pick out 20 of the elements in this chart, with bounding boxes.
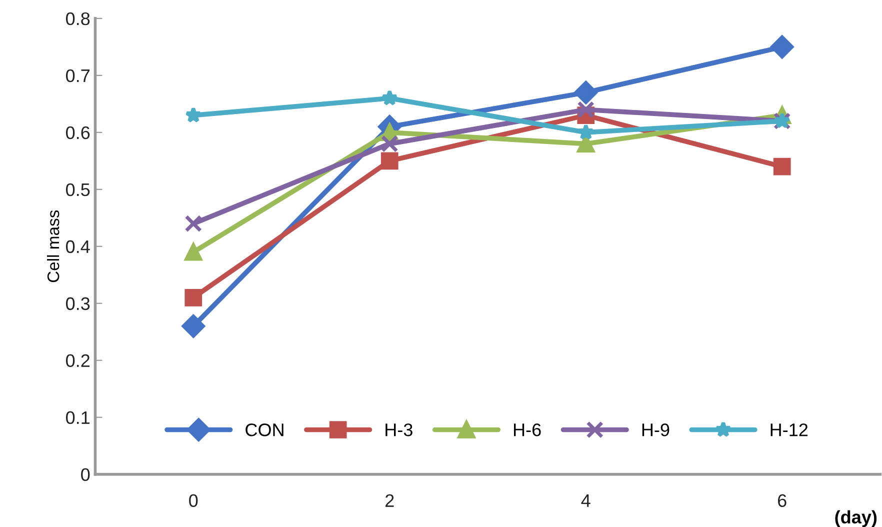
y-tick-label: 0.1	[66, 411, 90, 424]
y-tick-label: 0.4	[66, 240, 90, 254]
y-tick-label: 0.6	[66, 126, 90, 140]
x-tick-label: 4	[581, 494, 590, 507]
legend-label: H-12	[770, 423, 808, 436]
y-tick-label: 0.3	[66, 297, 90, 310]
x-tick-label: 6	[778, 494, 786, 508]
x-axis-title: (day)	[835, 510, 877, 527]
legend-label: CON	[246, 423, 284, 436]
y-tick-label: 0.7	[66, 69, 90, 82]
y-tick-label: 0	[81, 468, 90, 482]
y-axis-title: Cell mass	[46, 210, 60, 282]
x-tick-label: 2	[386, 494, 394, 507]
legend-label: H-6	[514, 423, 541, 436]
x-tick-label: 0	[189, 494, 198, 508]
y-tick-label: 0.8	[66, 12, 90, 26]
y-tick-label: 0.5	[66, 183, 90, 196]
legend-label: H-3	[386, 423, 412, 436]
legend-label: H-9	[642, 423, 670, 436]
y-tick-label: 0.2	[66, 354, 90, 368]
